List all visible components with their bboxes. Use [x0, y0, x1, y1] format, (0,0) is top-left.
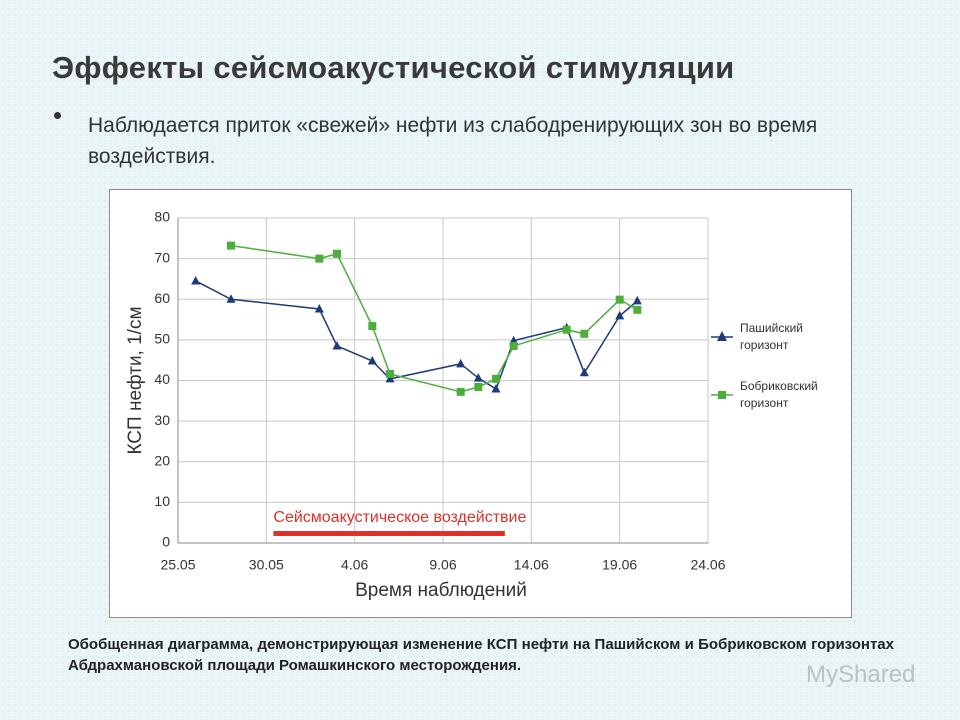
marker [633, 305, 642, 314]
series-line [195, 280, 638, 391]
marker [367, 356, 377, 365]
marker [615, 295, 624, 304]
bullet-text: Наблюдается приток «свежей» нефти из сла… [88, 114, 818, 168]
marker [456, 387, 465, 396]
marker [562, 325, 571, 334]
y-tick-label: 10 [154, 493, 170, 509]
x-tick-label: 24.06 [690, 557, 725, 573]
marker [632, 295, 642, 305]
y-tick-label: 50 [154, 331, 170, 347]
chart-frame [109, 189, 852, 618]
legend-marker [717, 331, 727, 341]
x-tick-label: 4.06 [341, 557, 368, 573]
marker [333, 249, 341, 258]
y-tick-label: 80 [154, 209, 170, 225]
marker [227, 241, 235, 250]
caption: Обобщенная диаграмма, демонстрирующая из… [68, 636, 894, 674]
marker [509, 341, 518, 350]
marker [332, 340, 342, 350]
annotation-text: Сейсмоакустическое воздействие [273, 509, 526, 526]
y-axis-label: КСП нефти, 1/см [125, 306, 146, 454]
x-axis-label: Время наблюдений [355, 580, 527, 601]
bullet-marker [54, 112, 61, 119]
y-tick-label: 20 [154, 452, 170, 468]
x-tick-label: 25.05 [160, 557, 195, 573]
marker [579, 367, 589, 377]
legend-label: Бобриковский горизонт [740, 379, 818, 410]
y-tick-label: 40 [154, 371, 170, 387]
y-tick-label: 60 [154, 290, 170, 306]
marker [385, 373, 395, 383]
marker [473, 373, 483, 382]
y-tick-label: 30 [154, 412, 170, 428]
slide-title: Эффекты сейсмоакустической стимуляции [52, 50, 735, 85]
marker [580, 329, 589, 338]
x-tick-label: 14.06 [514, 557, 549, 573]
legend-marker [718, 391, 726, 399]
marker [315, 254, 324, 263]
annotation-bar [273, 531, 505, 536]
x-tick-label: 9.06 [429, 557, 456, 573]
marker [368, 322, 377, 331]
marker [491, 384, 501, 393]
marker [314, 304, 324, 313]
marker [615, 310, 625, 320]
y-tick-label: 0 [162, 534, 170, 550]
y-tick-label: 70 [154, 249, 170, 265]
marker [456, 358, 466, 368]
x-tick-label: 19.06 [602, 557, 637, 573]
x-tick-label: 30.05 [249, 557, 284, 573]
marker [474, 383, 483, 391]
legend-label: Пашийский горизонт [740, 321, 803, 352]
marker [386, 370, 394, 378]
watermark: MyShared [806, 661, 916, 688]
marker [226, 294, 236, 303]
marker [492, 374, 500, 383]
marker [191, 275, 201, 285]
